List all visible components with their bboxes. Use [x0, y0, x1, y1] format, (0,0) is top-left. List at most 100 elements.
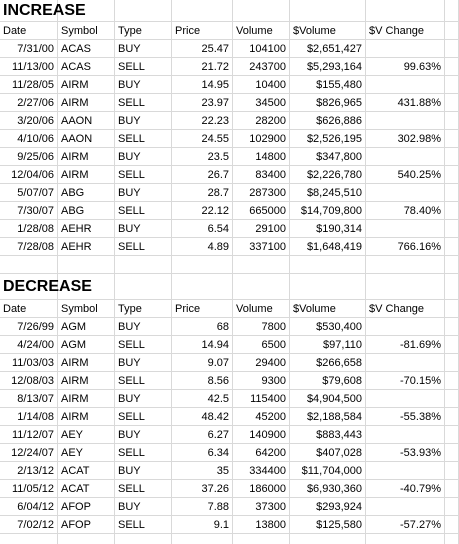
table-cell: 6.54 [172, 220, 233, 238]
grid-cell [0, 0, 58, 22]
grid-cell [233, 534, 290, 544]
table-cell: 7/02/12 [0, 516, 58, 534]
table-cell: -70.15% [366, 372, 445, 390]
table-cell: 68 [172, 318, 233, 336]
grid-cell [445, 148, 459, 166]
table-cell: 10400 [233, 76, 290, 94]
table-cell: 11/05/12 [0, 480, 58, 498]
grid-cell [445, 94, 459, 112]
table-cell: $2,526,195 [290, 130, 366, 148]
table-cell: 7/26/99 [0, 318, 58, 336]
grid-cell [445, 166, 459, 184]
table-cell [366, 318, 445, 336]
table-cell: 24.55 [172, 130, 233, 148]
grid-cell [233, 274, 290, 300]
table-cell: 6/04/12 [0, 498, 58, 516]
table-cell: AEHR [58, 220, 115, 238]
grid-cell [445, 498, 459, 516]
column-header: $V Change [366, 300, 445, 318]
table-cell: 28.7 [172, 184, 233, 202]
table-cell: 9/25/06 [0, 148, 58, 166]
grid-cell [366, 256, 445, 274]
table-cell: 29400 [233, 354, 290, 372]
table-cell: 7800 [233, 318, 290, 336]
table-cell: 22.12 [172, 202, 233, 220]
table-cell: BUY [115, 426, 172, 444]
grid-cell [445, 354, 459, 372]
table-cell: $79,608 [290, 372, 366, 390]
table-cell: 6500 [233, 336, 290, 354]
grid-cell [445, 318, 459, 336]
grid-cell [233, 0, 290, 22]
table-cell: 11/13/00 [0, 58, 58, 76]
table-cell: BUY [115, 112, 172, 130]
table-cell: 337100 [233, 238, 290, 256]
table-cell [366, 220, 445, 238]
table-cell: $293,924 [290, 498, 366, 516]
grid-cell [290, 256, 366, 274]
table-cell: 4.89 [172, 238, 233, 256]
grid-cell [58, 256, 115, 274]
table-cell: 2/27/06 [0, 94, 58, 112]
table-cell: 42.5 [172, 390, 233, 408]
grid-cell [58, 274, 115, 300]
table-cell: 9.1 [172, 516, 233, 534]
grid-cell [445, 372, 459, 390]
table-cell: 14.95 [172, 76, 233, 94]
grid-cell [445, 202, 459, 220]
table-cell: SELL [115, 408, 172, 426]
table-cell: 7/31/00 [0, 40, 58, 58]
table-cell: $8,245,510 [290, 184, 366, 202]
table-cell: $5,293,164 [290, 58, 366, 76]
column-header: Volume [233, 300, 290, 318]
table-cell: 4/24/00 [0, 336, 58, 354]
table-cell: $6,930,360 [290, 480, 366, 498]
table-cell: AIRM [58, 372, 115, 390]
table-cell: $11,704,000 [290, 462, 366, 480]
table-cell [366, 76, 445, 94]
table-cell: ABG [58, 202, 115, 220]
table-cell [366, 498, 445, 516]
table-cell: AIRM [58, 390, 115, 408]
grid-cell [445, 238, 459, 256]
table-cell: AFOP [58, 516, 115, 534]
table-cell: 29100 [233, 220, 290, 238]
table-cell: $2,226,780 [290, 166, 366, 184]
table-cell: 25.47 [172, 40, 233, 58]
column-header: Type [115, 300, 172, 318]
table-cell: 78.40% [366, 202, 445, 220]
table-cell: 11/12/07 [0, 426, 58, 444]
grid-cell [115, 0, 172, 22]
grid-cell [445, 22, 459, 40]
table-cell: $407,028 [290, 444, 366, 462]
grid-cell [445, 58, 459, 76]
table-cell: $1,648,419 [290, 238, 366, 256]
grid-cell [445, 40, 459, 58]
table-cell: 9.07 [172, 354, 233, 372]
table-cell: ACAS [58, 40, 115, 58]
grid-cell [445, 300, 459, 318]
table-cell: 1/14/08 [0, 408, 58, 426]
table-cell: 26.7 [172, 166, 233, 184]
table-cell: 140900 [233, 426, 290, 444]
grid-cell [445, 256, 459, 274]
column-header: $V Change [366, 22, 445, 40]
section-title: DECREASE [3, 278, 92, 295]
grid-cell [0, 274, 58, 300]
table-cell: AEHR [58, 238, 115, 256]
table-cell: 287300 [233, 184, 290, 202]
table-cell: -40.79% [366, 480, 445, 498]
table-cell: 4/10/06 [0, 130, 58, 148]
table-cell: 21.72 [172, 58, 233, 76]
table-cell [366, 462, 445, 480]
table-cell: AGM [58, 336, 115, 354]
table-cell: 431.88% [366, 94, 445, 112]
table-cell: $4,904,500 [290, 390, 366, 408]
table-cell: AIRM [58, 94, 115, 112]
table-cell: $14,709,800 [290, 202, 366, 220]
table-cell: $190,314 [290, 220, 366, 238]
table-cell: 14800 [233, 148, 290, 166]
table-cell: AIRM [58, 76, 115, 94]
table-cell: 14.94 [172, 336, 233, 354]
table-cell: AEY [58, 426, 115, 444]
